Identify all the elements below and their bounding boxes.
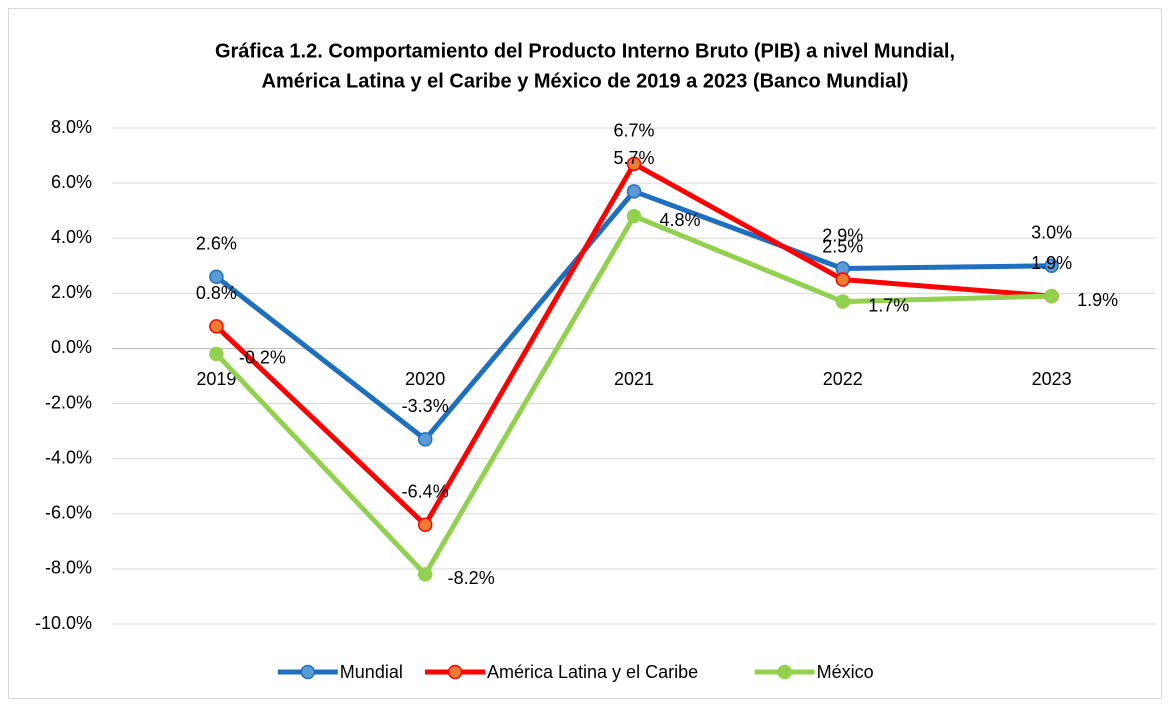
x-tick-label: 2022 [823,369,863,389]
data-label: 2.6% [196,234,237,254]
data-label: 1.7% [868,295,909,315]
y-tick-label: 4.0% [51,227,92,247]
data-point [835,294,851,309]
y-tick-label: -8.0% [45,558,92,578]
y-tick-label: 2.0% [51,282,92,302]
data-label: 1.9% [1077,290,1118,310]
data-point [417,567,433,582]
legend-label: Mundial [340,662,403,682]
data-label: -6.4% [402,482,449,502]
data-label: 2.5% [822,236,863,256]
legend-marker [447,664,463,680]
y-tick-label: 0.0% [51,337,92,357]
data-point [626,184,642,199]
data-point [209,319,224,334]
chart-title: Gráfica 1.2. Comportamiento del Producto… [215,40,955,62]
data-point [209,269,224,285]
x-tick-label: 2019 [196,369,236,389]
x-tick-label: 2023 [1032,369,1072,389]
y-tick-label: 8.0% [51,117,92,137]
data-point [835,272,851,287]
data-label: 5.7% [613,148,654,168]
legend-label: México [817,662,874,682]
data-label: 6.7% [613,121,654,141]
y-tick-label: -6.0% [45,503,92,523]
chart-frame [8,8,1162,699]
data-point [626,156,642,172]
legend-marker [300,664,316,680]
data-point [1044,258,1059,274]
legend-label: América Latina y el Caribe [487,662,698,682]
data-point [1044,288,1059,304]
data-label: -0.2% [239,348,286,368]
y-tick-label: -4.0% [45,447,92,467]
x-tick-label: 2020 [405,369,445,389]
y-tick-label: -2.0% [45,392,92,412]
data-point [209,346,224,362]
data-label: 0.8% [196,283,237,303]
data-label: 2.9% [822,225,863,245]
data-label: 1.9% [1031,253,1072,273]
data-point [417,432,433,447]
data-label: 3.0% [1031,223,1072,243]
data-label: -3.3% [402,396,449,416]
data-point [626,208,642,224]
x-tick-label: 2021 [614,369,654,389]
data-label: -8.2% [448,568,495,588]
legend-marker [777,664,792,680]
data-label: 4.8% [659,210,700,230]
y-tick-label: 6.0% [51,172,92,192]
y-tick-label: -10.0% [35,613,92,633]
data-point [417,517,433,533]
chart-subtitle: América Latina y el Caribe y México de 2… [262,70,909,92]
